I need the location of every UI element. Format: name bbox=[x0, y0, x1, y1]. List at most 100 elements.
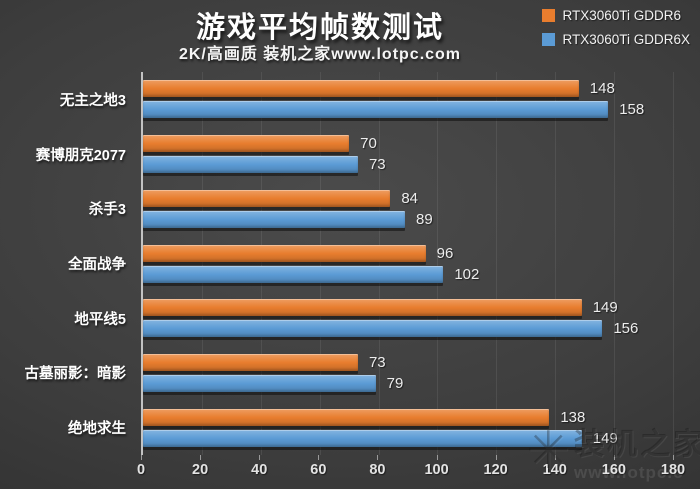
bar-RTX3060Ti GDDR6X bbox=[143, 156, 358, 174]
bar-value-label: 70 bbox=[360, 135, 377, 153]
bar-line: 73 bbox=[143, 156, 673, 174]
x-axis-ticks bbox=[141, 455, 674, 461]
x-tick-mark bbox=[554, 455, 556, 460]
bar-RTX3060Ti GDDR6 bbox=[143, 80, 579, 98]
gridline bbox=[319, 72, 321, 455]
bar-RTX3060Ti GDDR6 bbox=[143, 244, 426, 262]
bar-group: 149 156 bbox=[143, 291, 673, 346]
bar-RTX3060Ti GDDR6 bbox=[143, 135, 350, 153]
bar-value-label: 156 bbox=[613, 320, 639, 338]
bar-value-label: 89 bbox=[416, 210, 433, 228]
x-tick-label: 0 bbox=[136, 462, 146, 478]
bar-value-label: 149 bbox=[592, 299, 618, 317]
bar-rows: 148 158 70 73 84 89 96 102 149 156 73 79 138 149 bbox=[143, 72, 673, 455]
bar-line: 84 bbox=[143, 189, 673, 207]
bar-RTX3060Ti GDDR6X bbox=[143, 429, 582, 447]
x-tick-label: 180 bbox=[660, 462, 686, 478]
bar-RTX3060Ti GDDR6X bbox=[143, 101, 609, 119]
legend-item-gddr6: RTX3060Ti GDDR6 bbox=[542, 8, 690, 23]
bar-group: 73 79 bbox=[143, 346, 673, 401]
category-axis: 无主之地3 赛博朋克2077 杀手3 全面战争地平线5 古墓丽影：暗影绝地求生 bbox=[0, 72, 134, 455]
x-tick-mark bbox=[318, 455, 320, 460]
legend-swatch-blue-icon bbox=[542, 33, 556, 46]
category-label: 全面战争 bbox=[68, 257, 126, 274]
bar-value-label: 79 bbox=[386, 374, 404, 392]
bar-value-label: 73 bbox=[368, 156, 386, 174]
x-tick-mark bbox=[200, 455, 202, 460]
bar-line: 149 bbox=[143, 429, 673, 447]
gridline bbox=[201, 72, 203, 455]
bar-value-label: 73 bbox=[368, 353, 386, 371]
x-tick-mark bbox=[141, 455, 142, 460]
legend-label: RTX3060Ti GDDR6 bbox=[562, 8, 681, 23]
bar-line: 149 bbox=[143, 299, 673, 317]
bar-value-label: 96 bbox=[436, 244, 454, 262]
gridline bbox=[260, 72, 262, 455]
bar-value-label: 158 bbox=[619, 101, 645, 119]
x-tick-mark bbox=[673, 455, 674, 460]
gridline bbox=[496, 72, 498, 455]
gridline bbox=[437, 72, 439, 455]
bar-group: 70 73 bbox=[143, 127, 673, 182]
bar-RTX3060Ti GDDR6X bbox=[143, 265, 444, 283]
bar-RTX3060Ti GDDR6X bbox=[143, 374, 376, 392]
category-label: 绝地求生 bbox=[68, 421, 126, 438]
bar-line: 158 bbox=[143, 101, 673, 119]
bar-line: 96 bbox=[143, 244, 673, 262]
bar-RTX3060Ti GDDR6X bbox=[143, 320, 603, 338]
gridline bbox=[555, 72, 557, 455]
bar-RTX3060Ti GDDR6 bbox=[143, 189, 391, 207]
bar-RTX3060Ti GDDR6 bbox=[143, 353, 358, 371]
bar-group: 148 158 bbox=[143, 72, 673, 127]
bar-line: 102 bbox=[143, 265, 673, 283]
plot-area: 148 158 70 73 84 89 96 102 149 156 73 79 138 149 bbox=[141, 72, 674, 455]
x-tick-label: 80 bbox=[369, 462, 386, 478]
bar-value-label: 84 bbox=[401, 189, 419, 207]
bar-line: 148 bbox=[143, 80, 673, 98]
x-tick-label: 120 bbox=[483, 462, 508, 478]
bar-value-label: 148 bbox=[589, 80, 615, 98]
bar-RTX3060Ti GDDR6 bbox=[143, 408, 550, 426]
gridline bbox=[673, 72, 674, 455]
x-tick-mark bbox=[495, 455, 497, 460]
chart-subtitle: 2K/高画质 装机之家www.lotpc.com bbox=[178, 46, 462, 63]
x-tick-label: 20 bbox=[192, 462, 209, 478]
category-label: 地平线5 bbox=[74, 311, 126, 328]
bar-group: 96 102 bbox=[143, 236, 673, 291]
bar-line: 70 bbox=[143, 135, 673, 153]
x-tick-label: 160 bbox=[601, 462, 626, 478]
gridline bbox=[378, 72, 380, 455]
x-tick-label: 60 bbox=[310, 462, 327, 478]
legend-swatch-orange-icon bbox=[542, 9, 556, 22]
x-tick-mark bbox=[377, 455, 379, 460]
bar-group: 84 89 bbox=[143, 181, 673, 236]
legend: RTX3060Ti GDDR6 RTX3060Ti GDDR6X bbox=[542, 8, 690, 47]
bar-RTX3060Ti GDDR6X bbox=[143, 210, 406, 228]
bar-line: 89 bbox=[143, 210, 673, 228]
x-tick-mark bbox=[259, 455, 261, 460]
chart-title: 游戏平均帧数测试 bbox=[195, 12, 444, 44]
bar-value-label: 149 bbox=[592, 429, 618, 447]
gridline bbox=[614, 72, 616, 455]
bar-group: 138 149 bbox=[143, 400, 673, 455]
bar-line: 79 bbox=[143, 374, 673, 392]
category-label: 无主之地3 bbox=[59, 92, 126, 109]
legend-label: RTX3060Ti GDDR6X bbox=[562, 32, 690, 47]
category-label: 杀手3 bbox=[88, 202, 126, 219]
bar-value-label: 138 bbox=[560, 408, 586, 426]
x-tick-mark bbox=[436, 455, 438, 460]
bar-line: 138 bbox=[143, 408, 673, 426]
x-axis-labels: 0 20 40 60 80 100 120 140 160 180 bbox=[137, 462, 685, 482]
legend-item-gddr6x: RTX3060Ti GDDR6X bbox=[542, 32, 690, 47]
bar-line: 73 bbox=[143, 353, 673, 371]
bar-value-label: 102 bbox=[454, 265, 480, 283]
bar-line: 156 bbox=[143, 320, 673, 338]
category-label: 赛博朋克2077 bbox=[35, 147, 126, 164]
x-tick-mark bbox=[613, 455, 615, 460]
x-tick-label: 140 bbox=[542, 462, 567, 478]
x-tick-label: 40 bbox=[251, 462, 268, 478]
x-tick-label: 100 bbox=[424, 462, 449, 478]
bar-RTX3060Ti GDDR6 bbox=[143, 299, 582, 317]
category-label: 古墓丽影：暗影 bbox=[24, 366, 127, 383]
